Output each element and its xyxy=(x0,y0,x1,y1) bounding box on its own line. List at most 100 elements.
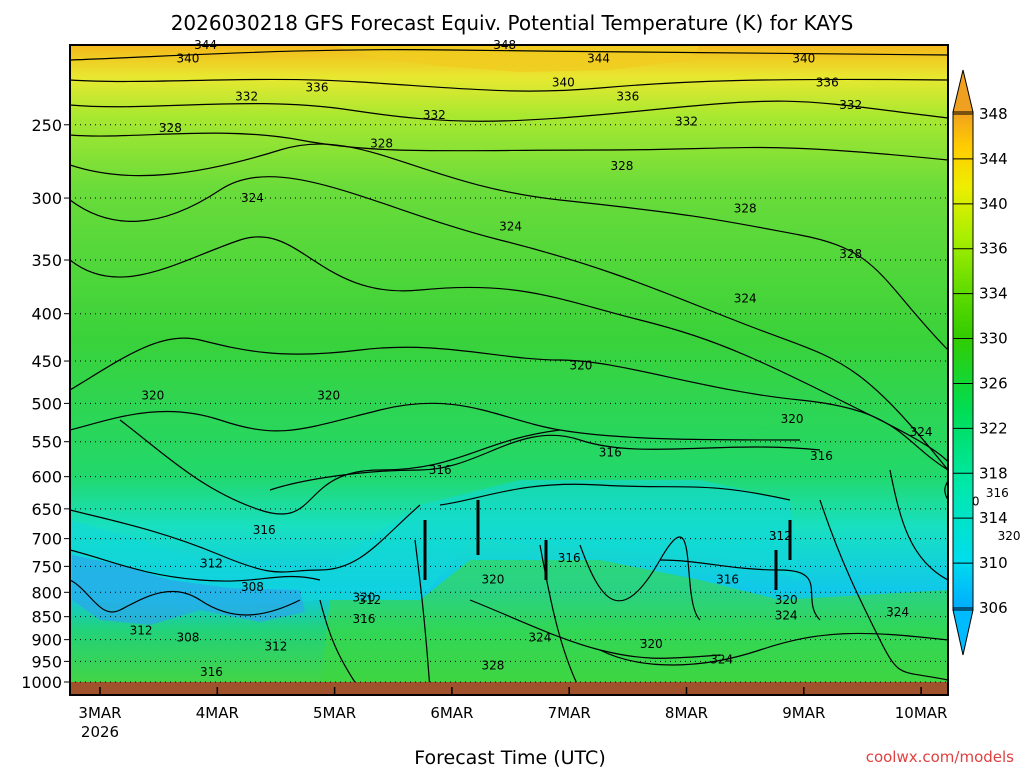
colorbar-tick-label-310: 310 xyxy=(979,554,1008,572)
colorbar-tick-label-330: 330 xyxy=(979,330,1008,348)
x-tick-label-1: 4MAR xyxy=(196,704,239,722)
contour-label-33: 316 xyxy=(352,612,375,626)
contour-label-4: 340 xyxy=(792,51,815,65)
moist-low-region xyxy=(320,560,948,690)
y-tick-label-250: 250 xyxy=(31,116,62,135)
ground-surface xyxy=(70,682,948,695)
contour-label-28: 316 xyxy=(429,463,452,477)
y-tick-label-700: 700 xyxy=(31,530,62,549)
colorbar-tick-label-336: 336 xyxy=(979,240,1008,258)
contour-label-46: 324 xyxy=(528,630,551,644)
contour-label-37: 312 xyxy=(358,593,381,607)
x-tick-label-7: 10MAR xyxy=(895,704,948,722)
contour-label-44: 320 xyxy=(775,593,798,607)
contour-lines xyxy=(70,49,948,691)
contour-label-25: 320 xyxy=(781,412,804,426)
y-tick-label-750: 750 xyxy=(31,557,62,576)
colorbar-tick-label-314: 314 xyxy=(979,509,1008,527)
y-tick-label-650: 650 xyxy=(31,500,62,519)
colorbar: 306 310 314 318 322 326 330 334 336 340 344 348 xyxy=(952,69,1008,656)
contour-label-49: 324 xyxy=(886,605,909,619)
x-tick-label-3: 6MAR xyxy=(430,704,473,722)
colorbar-tick-label-334: 334 xyxy=(979,285,1008,303)
y-tick-label-450: 450 xyxy=(31,352,62,371)
contour-label-27: 320 xyxy=(998,529,1021,543)
contour-label-1: 348 xyxy=(493,38,516,52)
x-tick-label-0: 3MAR xyxy=(78,704,121,722)
steep-front-bars xyxy=(423,500,792,590)
contour-label-3: 344 xyxy=(587,51,610,65)
contour-label-41: 316 xyxy=(558,551,581,565)
contour-label-5: 336 xyxy=(306,81,329,95)
contour-label-31: 316 xyxy=(986,486,1009,500)
colorbar-bottom-arrow xyxy=(952,609,974,656)
contour-label-8: 336 xyxy=(816,75,839,89)
x-tick-label-2: 5MAR xyxy=(313,704,356,722)
y-tick-label-1000: 1000 xyxy=(21,673,62,692)
plot-frame xyxy=(69,44,949,696)
contour-label-16: 328 xyxy=(734,202,757,216)
y-tick-label-350: 350 xyxy=(31,251,62,270)
y-tick-label-400: 400 xyxy=(31,305,62,324)
contour-label-10: 332 xyxy=(423,108,446,122)
contour-label-2: 340 xyxy=(177,51,200,65)
colorbar-tick-label-318: 318 xyxy=(979,464,1008,482)
x-tick-label-4: 7MAR xyxy=(548,704,591,722)
contour-label-15: 328 xyxy=(611,159,634,173)
y-tick-label-800: 800 xyxy=(31,583,62,602)
y-tick-label-500: 500 xyxy=(31,394,62,413)
contour-label-6: 340 xyxy=(552,75,575,89)
y-tick-label-950: 950 xyxy=(31,652,62,671)
contour-label-32: 316 xyxy=(253,523,276,537)
colorbar-tick-label-326: 326 xyxy=(979,374,1008,392)
contour-label-7: 336 xyxy=(616,89,639,103)
contour-label-43: 320 xyxy=(482,573,505,587)
y-tick-label-900: 900 xyxy=(31,631,62,650)
contour-label-48: 324 xyxy=(775,609,798,623)
cold-pool-region xyxy=(72,555,305,625)
y-axis: 250 300 350 400 450 500 550 600 650 700 750 800 850 9… xyxy=(21,116,70,692)
contour-label-13: 328 xyxy=(159,121,182,135)
contour-label-24: 320 xyxy=(569,358,592,372)
colorbar-tick-label-344: 344 xyxy=(979,150,1008,168)
contour-label-18: 324 xyxy=(241,191,264,205)
contour-label-36: 312 xyxy=(200,557,223,571)
contour-label-14: 328 xyxy=(370,137,393,151)
contour-label-51: 308 xyxy=(241,580,264,594)
x-tick-sublabel-0: 2026 xyxy=(81,723,119,741)
x-tick-label-5: 8MAR xyxy=(665,704,708,722)
colorbar-tick-label-306: 306 xyxy=(979,599,1008,617)
y-tick-label-600: 600 xyxy=(31,468,62,487)
contour-label-38: 312 xyxy=(130,624,153,638)
y-tick-label-550: 550 xyxy=(31,433,62,452)
colorbar-scale xyxy=(952,111,974,611)
colorbar-tick-label-348: 348 xyxy=(979,105,1008,123)
colorbar-top-arrow xyxy=(952,69,974,113)
contour-label-0: 344 xyxy=(194,38,217,52)
contour-label-42: 320 xyxy=(352,590,375,604)
contour-label-52: 308 xyxy=(177,630,200,644)
contour-label-35: 316 xyxy=(200,665,223,679)
contour-label-11: 332 xyxy=(675,115,698,129)
contour-label-19: 324 xyxy=(499,220,522,234)
chart-title: 2026030218 GFS Forecast Equiv. Potential… xyxy=(171,11,854,35)
credit-text: coolwx.com/models xyxy=(866,748,1014,766)
contour-label-30: 316 xyxy=(810,449,833,463)
x-tick-label-6: 9MAR xyxy=(782,704,825,722)
contour-label-39: 312 xyxy=(264,639,287,653)
cool-layer-region xyxy=(70,480,800,610)
contour-label-34: 316 xyxy=(716,573,739,587)
contour-label-45: 320 xyxy=(640,637,663,651)
contour-label-17: 328 xyxy=(839,247,862,261)
contour-label-12: 332 xyxy=(839,98,862,112)
contour-label-29: 316 xyxy=(599,446,622,460)
contour-label-50: 328 xyxy=(482,659,505,673)
contour-label-21: 324 xyxy=(910,425,933,439)
contour-label-22: 320 xyxy=(141,388,164,402)
contour-label-20: 324 xyxy=(734,291,757,305)
contour-label-9: 332 xyxy=(235,89,258,103)
contour-label-47: 324 xyxy=(710,652,733,666)
